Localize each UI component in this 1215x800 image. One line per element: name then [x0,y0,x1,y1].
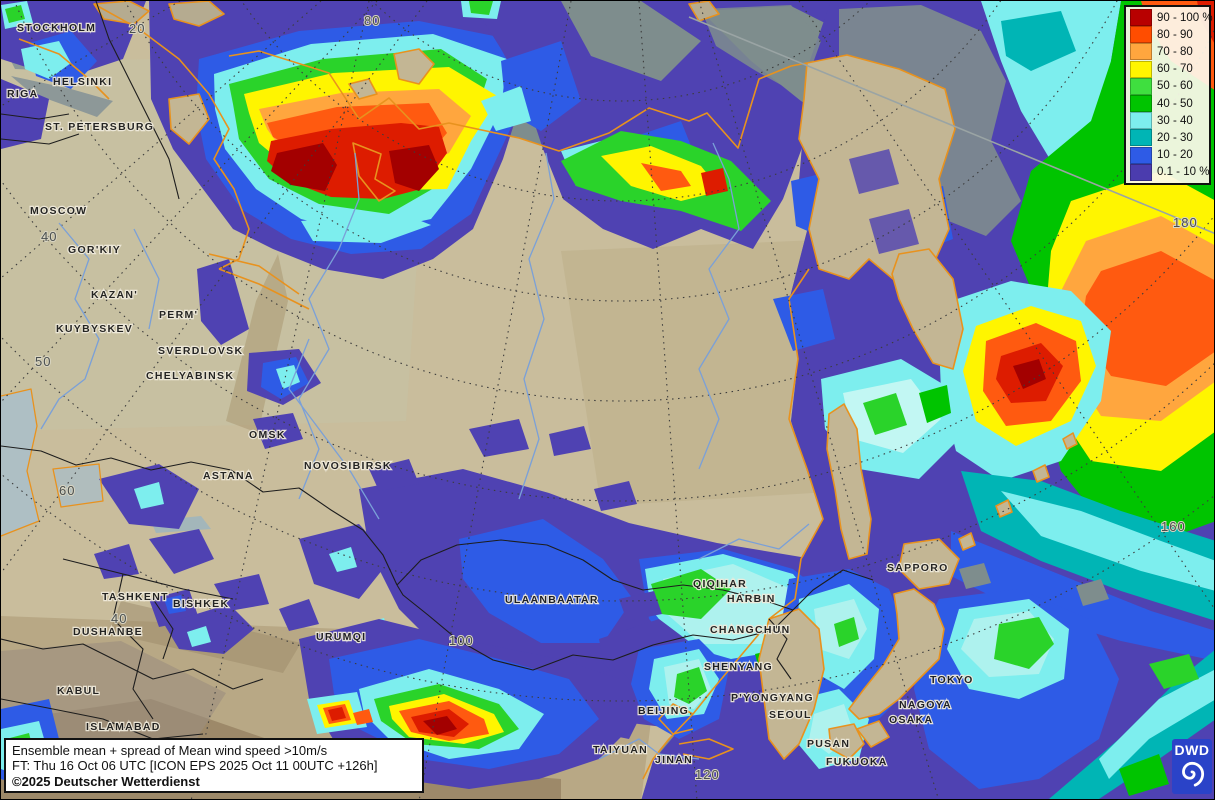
legend-label: 20 - 30 [1157,131,1193,144]
city-label: GOR'KIY [68,244,121,256]
city-label: SHENYANG [704,661,773,673]
city-label: STOCKHOLM [17,22,96,34]
city-label: TOKYO [930,674,974,686]
grid-labels: 20 80 40 50 60 40 80 100 120 160 180 [34,12,1198,783]
city-label: BEIJING [638,705,689,717]
city-labels: STOCKHOLM HELSINKI RIGA ST. PETERSBURG M… [6,21,974,769]
legend-swatch [1130,95,1152,113]
legend-label: 90 - 100 % [1157,11,1213,24]
legend-row: 40 - 50 [1130,95,1209,113]
legend-label: 50 - 60 [1157,80,1193,93]
legend-row: 0.1 - 10 % [1130,163,1210,181]
city-label: P'YONGYANG [731,692,814,704]
legend-row: 90 - 100 % [1130,9,1213,27]
city-label: URUMQI [316,631,366,643]
grid-label: 180 [1173,215,1198,230]
city-label: ASTANA [203,470,254,482]
city-label: TAIYUAN [593,744,648,756]
legend-label: 30 - 40 [1157,114,1193,127]
grid-label: 80 [364,13,380,28]
legend-row: 80 - 90 [1130,26,1209,44]
legend-row: 60 - 70 [1130,60,1209,78]
product-title: Ensemble mean + spread of Mean wind spee… [12,742,328,758]
legend-swatch [1130,146,1152,164]
city-label: CHANGCHUN [710,624,791,636]
legend-swatch [1130,163,1152,181]
city-label: FUKUOKA [826,756,888,768]
city-label: QIQIHAR [693,578,747,590]
grid-label: 50 [35,354,51,369]
legend-row: 70 - 80 [1130,43,1209,61]
city-label: PUSAN [807,738,850,750]
city-label: MOSCOW [30,205,87,217]
legend-label: 10 - 20 [1157,149,1193,162]
legend-row: 30 - 40 [1130,112,1209,130]
city-label: SEOUL [769,709,812,721]
city-label: NOVOSIBIRSK [304,460,392,472]
legend-swatch [1130,43,1152,61]
legend-label: 0.1 - 10 % [1157,166,1210,179]
city-label: KABUL [57,685,100,697]
city-label: SAPPORO [887,562,949,574]
city-label: PERM' [159,309,198,321]
city-label: ISLAMABAD [86,721,161,733]
forecast-time: FT: Thu 16 Oct 06 UTC [ICON EPS 2025 Oct… [12,758,378,773]
grid-label: 120 [695,767,720,782]
grid-label: 160 [1161,519,1186,534]
legend-label: 80 - 90 [1157,28,1193,41]
city-label: DUSHANBE [73,626,143,638]
dwd-spiral-icon [1182,761,1205,787]
legend-row: 10 - 20 [1130,146,1209,164]
city-label: KAZAN' [91,289,138,301]
city-label: HARBIN [727,593,776,605]
copyright: ©2025 Deutscher Wetterdienst [12,773,200,789]
legend-row: 50 - 60 [1130,77,1209,95]
rivers [40,142,810,760]
grid-label: 40 [111,611,127,626]
legend-swatch [1130,129,1152,147]
legend-swatch [1130,112,1152,130]
city-label: OSAKA [889,714,933,726]
legend-swatch [1130,60,1152,78]
grid-label: 20 [129,21,145,36]
city-label: RIGA [7,88,38,100]
coastlines [1,3,824,780]
city-label: SVERDLOVSK [158,345,243,357]
city-label: ULAANBAATAR [505,594,599,606]
city-label: NAGOYA [899,699,952,711]
grid-label: 40 [41,229,57,244]
legend-swatch [1130,77,1152,95]
legend-label: 40 - 50 [1157,97,1193,110]
city-label: OMSK [249,429,286,441]
chukotka-overlay [849,149,919,254]
city-label: BISHKEK [173,598,229,610]
city-label: ST. PETERSBURG [45,121,154,133]
legend-label: 70 - 80 [1157,45,1193,58]
legend-label: 60 - 70 [1157,63,1193,76]
city-label: KUYBYSKEV [56,323,133,335]
borders [1,1,874,740]
city-label: JINAN [655,754,693,766]
legend-row: 20 - 30 [1130,129,1209,147]
dwd-logo: DWD [1172,739,1212,794]
probability-legend: 90 - 100 % 80 - 90 70 - 80 60 - 70 50 - … [1124,5,1213,185]
city-label: HELSINKI [53,76,112,88]
forecast-info-box: Ensemble mean + spread of Mean wind spee… [4,737,424,793]
grid-label: 100 [449,633,474,648]
dwd-logo-text: DWD [1174,742,1210,758]
grid-label: 60 [59,483,75,498]
legend-swatch [1130,9,1152,27]
dateline-meridian [688,16,1214,235]
city-label: TASHKENT [102,591,169,603]
legend-swatch [1130,26,1152,44]
city-label: CHELYABINSK [146,370,234,382]
